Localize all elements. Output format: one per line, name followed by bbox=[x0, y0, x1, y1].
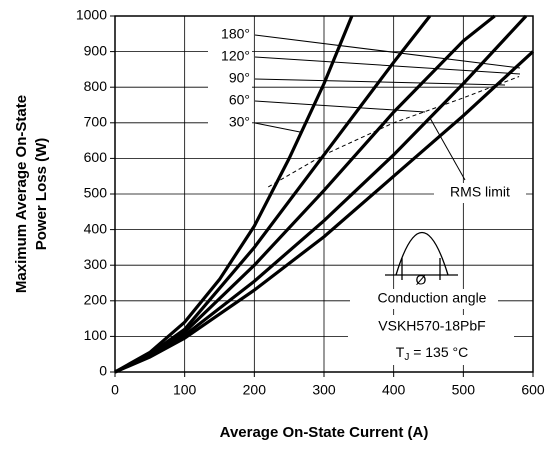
series-line bbox=[114, 15, 354, 374]
label-bg bbox=[208, 114, 252, 132]
series-label: 60° bbox=[229, 92, 250, 108]
y-tick-label: 700 bbox=[84, 114, 108, 130]
series-label: 120° bbox=[221, 48, 250, 64]
annotation: TJ = 135 °C bbox=[396, 344, 468, 363]
series-label: 180° bbox=[221, 26, 250, 42]
y-tick-label: 800 bbox=[84, 78, 108, 94]
annotation: VSKH570-18PbF bbox=[378, 318, 485, 334]
y-tick-label: 100 bbox=[84, 327, 108, 343]
x-tick-label: 400 bbox=[382, 382, 406, 398]
y-tick-label: 400 bbox=[84, 220, 108, 236]
label-bg bbox=[208, 48, 252, 66]
series-label: 90° bbox=[229, 70, 250, 86]
x-tick-label: 100 bbox=[173, 382, 197, 398]
y-tick-label: 500 bbox=[84, 185, 108, 201]
series-label: 30° bbox=[229, 114, 250, 130]
x-axis-title: Average On-State Current (A) bbox=[220, 424, 429, 441]
x-tick-label: 200 bbox=[243, 382, 267, 398]
y-axis-title: Power Loss (W) bbox=[33, 138, 50, 251]
x-tick-label: 0 bbox=[111, 382, 119, 398]
label-bg bbox=[348, 315, 514, 365]
x-tick-label: 600 bbox=[521, 382, 545, 398]
label-bg bbox=[208, 70, 252, 88]
label-bg bbox=[350, 289, 498, 309]
annotation: RMS limit bbox=[450, 184, 510, 200]
x-tick-label: 500 bbox=[452, 382, 476, 398]
label-bg bbox=[434, 183, 526, 203]
annotation: Conduction angle bbox=[378, 290, 487, 306]
label-bg bbox=[208, 26, 252, 44]
y-tick-label: 200 bbox=[84, 292, 108, 308]
limit-line bbox=[268, 76, 520, 188]
y-tick-label: 900 bbox=[84, 42, 108, 58]
series-line bbox=[114, 50, 535, 374]
y-tick-label: 300 bbox=[84, 256, 108, 272]
y-axis-title: Maximum Average On-State bbox=[13, 95, 30, 293]
label-bg bbox=[208, 92, 252, 110]
y-tick-label: 1000 bbox=[76, 7, 107, 23]
y-tick-label: 600 bbox=[84, 149, 108, 165]
waveform-icon bbox=[385, 231, 458, 280]
y-tick-label: 0 bbox=[99, 363, 107, 379]
x-tick-label: 300 bbox=[312, 382, 336, 398]
angle-symbol: Ø bbox=[416, 272, 427, 288]
